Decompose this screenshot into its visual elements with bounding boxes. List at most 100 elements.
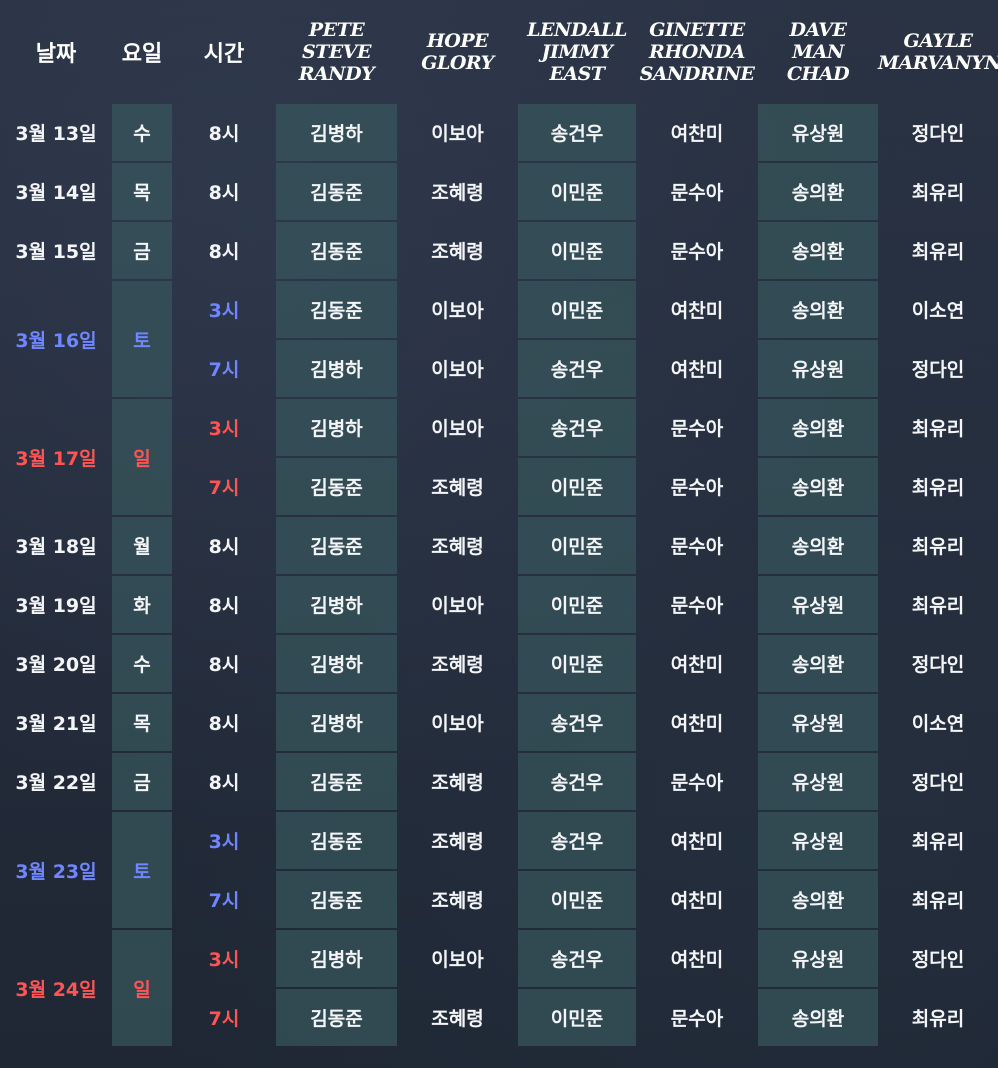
cast-cell: 조혜령 xyxy=(431,831,484,853)
cast-cell: 송의환 xyxy=(758,871,878,928)
cast-cell: 정다인 xyxy=(911,654,965,676)
cast-cell: 여찬미 xyxy=(670,359,724,381)
cast-cell: 조혜령 xyxy=(431,1008,484,1030)
cast-cell: 여찬미 xyxy=(670,123,724,145)
cast-cell: 이보아 xyxy=(431,359,484,381)
cast-cell: 최유리 xyxy=(911,595,965,617)
time-cell: 7시 xyxy=(208,1008,240,1030)
cast-cell: 김동준 xyxy=(276,163,397,220)
cast-cell: 유상원 xyxy=(758,812,878,869)
cast-cell: 이보아 xyxy=(431,300,484,322)
date-cell: 3월 18일 xyxy=(15,536,97,558)
schedule-row: 3월 16일 토 3시 김동준 이보아 이민준 여찬미 송의환 이소연 xyxy=(0,281,998,397)
cast-cell: 송건우 xyxy=(518,340,636,397)
cast-cell: 이소연 xyxy=(911,713,965,735)
cast-cell: 송건우 xyxy=(518,930,636,987)
schedule-row: 7시 김동준 조혜령 이민준 문수아 송의환 최유리 xyxy=(0,458,998,515)
cast-cell: 여찬미 xyxy=(670,890,724,912)
cast-cell: 이보아 xyxy=(431,949,484,971)
header-name: MAN xyxy=(792,41,844,63)
schedule-row: 3월 19일 화 8시 김병하 이보아 이민준 문수아 유상원 최유리 xyxy=(0,576,998,633)
time-cell: 3시 xyxy=(208,949,240,971)
cast-cell: 정다인 xyxy=(911,123,965,145)
schedule-row: 3월 14일 목 8시 김동준 조혜령 이민준 문수아 송의환 최유리 xyxy=(0,163,998,220)
cast-cell: 최유리 xyxy=(911,418,965,440)
cast-cell: 조혜령 xyxy=(431,477,484,499)
cast-cell: 조혜령 xyxy=(431,772,484,794)
cast-cell: 송의환 xyxy=(758,517,878,574)
cast-cell: 송건우 xyxy=(518,694,636,751)
cast-cell: 최유리 xyxy=(911,477,965,499)
header-cast-col5: DAVE MAN CHAD xyxy=(758,2,878,102)
cast-cell: 김동준 xyxy=(276,812,397,869)
weekday-cell: 금 xyxy=(112,222,172,279)
cast-cell: 이보아 xyxy=(431,713,484,735)
schedule-row: 7시 김동준 조혜령 이민준 문수아 송의환 최유리 xyxy=(0,989,998,1046)
schedule-row: 3월 17일 일 3시 김병하 이보아 송건우 문수아 송의환 최유리 xyxy=(0,399,998,515)
weekday-cell: 토 xyxy=(112,812,172,928)
cast-cell: 이보아 xyxy=(431,418,484,440)
header-name: GINETTE xyxy=(649,19,745,41)
cast-cell: 조혜령 xyxy=(431,654,484,676)
header-name: CHAD xyxy=(786,63,850,85)
cast-cell: 문수아 xyxy=(670,1008,724,1030)
cast-cell: 이민준 xyxy=(518,635,636,692)
weekday-cell: 목 xyxy=(112,163,172,220)
cast-cell: 최유리 xyxy=(911,890,965,912)
cast-cell: 유상원 xyxy=(758,576,878,633)
header-row: 날짜 요일 시간 PETE STEVE RANDY HOPE GLORY LEN… xyxy=(0,2,998,102)
cast-cell: 문수아 xyxy=(670,595,724,617)
cast-cell: 송건우 xyxy=(518,812,636,869)
header-name: LENDALL xyxy=(527,19,627,41)
schedule-row: 7시 김병하 이보아 송건우 여찬미 유상원 정다인 xyxy=(0,340,998,397)
cast-cell: 김병하 xyxy=(276,694,397,751)
header-name: STEVE xyxy=(301,41,372,63)
cast-cell: 송의환 xyxy=(758,163,878,220)
cast-cell: 문수아 xyxy=(670,477,724,499)
schedule-row: 3월 20일 수 8시 김병하 조혜령 이민준 여찬미 송의환 정다인 xyxy=(0,635,998,692)
cast-cell: 이민준 xyxy=(518,281,636,338)
cast-cell: 송건우 xyxy=(518,399,636,456)
cast-cell: 이민준 xyxy=(518,163,636,220)
cast-cell: 조혜령 xyxy=(431,890,484,912)
cast-cell: 최유리 xyxy=(911,241,965,263)
cast-cell: 송의환 xyxy=(758,281,878,338)
time-cell: 8시 xyxy=(208,713,240,735)
cast-cell: 송의환 xyxy=(758,399,878,456)
time-cell: 3시 xyxy=(208,418,240,440)
cast-cell: 유상원 xyxy=(758,753,878,810)
time-cell: 8시 xyxy=(208,182,240,204)
schedule-row: 3월 23일 토 3시 김동준 조혜령 송건우 여찬미 유상원 최유리 xyxy=(0,812,998,928)
weekday-cell: 금 xyxy=(112,753,172,810)
cast-cell: 문수아 xyxy=(670,241,724,263)
cast-cell: 이민준 xyxy=(518,517,636,574)
header-name: MARVANYN xyxy=(878,52,998,74)
cast-cell: 이보아 xyxy=(431,595,484,617)
cast-cell: 김동준 xyxy=(276,458,397,515)
schedule-row: 3월 21일 목 8시 김병하 이보아 송건우 여찬미 유상원 이소연 xyxy=(0,694,998,751)
schedule-row: 3월 15일 금 8시 김동준 조혜령 이민준 문수아 송의환 최유리 xyxy=(0,222,998,279)
cast-cell: 김병하 xyxy=(276,576,397,633)
header-cast-col6: GAYLE MARVANYN xyxy=(878,2,998,102)
date-cell: 3월 15일 xyxy=(15,241,97,263)
date-cell: 3월 23일 xyxy=(15,860,97,883)
date-cell: 3월 14일 xyxy=(15,182,97,204)
header-cast-col2: HOPE GLORY xyxy=(397,2,518,102)
time-cell: 8시 xyxy=(208,772,240,794)
header-cast-col1: PETE STEVE RANDY xyxy=(276,2,397,102)
cast-cell: 이민준 xyxy=(518,222,636,279)
cast-cell: 이민준 xyxy=(518,576,636,633)
date-cell: 3월 22일 xyxy=(15,772,97,794)
weekday-cell: 수 xyxy=(112,104,172,161)
header-name: JIMMY xyxy=(541,41,613,63)
date-cell: 3월 21일 xyxy=(15,713,97,735)
date-cell: 3월 20일 xyxy=(15,654,97,676)
cast-cell: 이보아 xyxy=(431,123,484,145)
header-name: PETE xyxy=(308,19,365,41)
time-cell: 3시 xyxy=(208,300,240,322)
cast-cell: 김동준 xyxy=(276,871,397,928)
weekday-cell: 월 xyxy=(112,517,172,574)
time-cell: 7시 xyxy=(208,477,240,499)
header-weekday: 요일 xyxy=(121,42,163,67)
